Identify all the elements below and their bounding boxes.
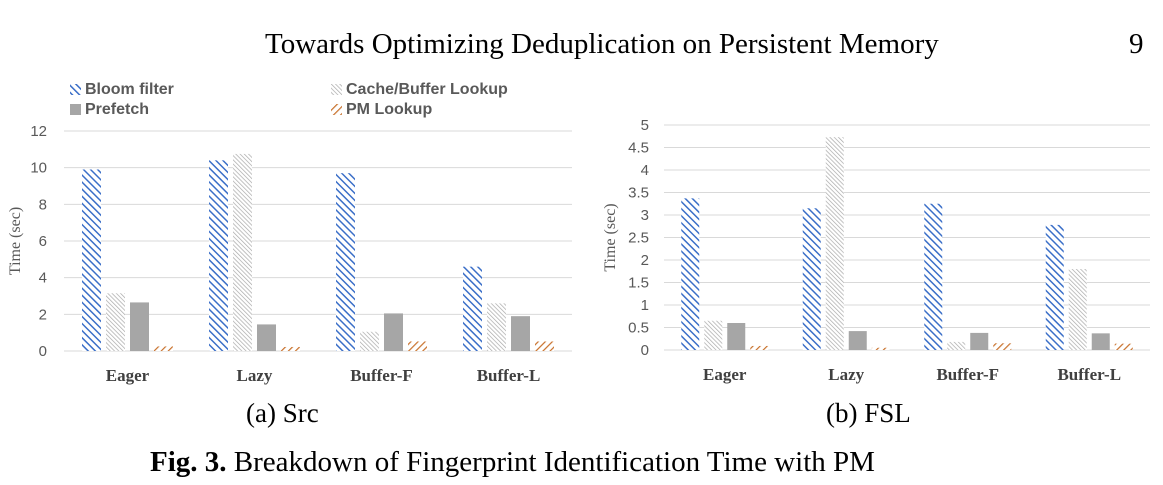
figure-caption: Fig. 3. Breakdown of Fingerprint Identif… (150, 446, 875, 479)
y-tick-label: 5 (641, 117, 649, 134)
bar-bloom-eager (681, 198, 700, 350)
bar-prefetch-buffer-f (970, 332, 989, 350)
y-axis-label: Time (sec) (7, 207, 24, 275)
y-tick-label: 0.5 (628, 320, 649, 337)
legend-label-cache: Cache/Buffer Lookup (346, 81, 508, 98)
y-tick-label: 4.5 (628, 140, 649, 157)
y-tick-label: 1 (641, 297, 649, 314)
bar-pm-eager (750, 345, 769, 350)
y-axis-label: Time (sec) (602, 203, 619, 271)
bar-cache-lazy (825, 137, 844, 350)
x-tick-label: Eager (106, 366, 150, 385)
legend-swatch-pm (331, 104, 342, 115)
bar-cache-buffer-l (1068, 269, 1087, 350)
y-tick-label: 1.5 (628, 275, 649, 292)
bar-pm-eager (154, 346, 173, 351)
bar-prefetch-buffer-l (511, 316, 530, 351)
legend-swatch-bloom (70, 84, 81, 95)
y-tick-label: 2.5 (628, 230, 649, 247)
y-tick-label: 0 (641, 342, 649, 359)
running-title: Towards Optimizing Deduplication on Pers… (265, 28, 939, 60)
bar-cache-buffer-l (487, 303, 506, 351)
bar-bloom-eager (82, 169, 101, 351)
x-tick-label: Buffer-L (477, 366, 541, 385)
bar-bloom-buffer-f (924, 203, 943, 350)
y-tick-label: 4 (39, 270, 47, 287)
bar-pm-buffer-f (408, 341, 427, 351)
bar-prefetch-buffer-f (384, 313, 403, 351)
figure-charts: Bloom filter Cache/Buffer Lookup Prefetch P… (7, 81, 1150, 385)
bar-cache-buffer-f (360, 331, 379, 351)
subcaption-src: (a) Src (246, 398, 319, 428)
bar-bloom-buffer-l (1045, 224, 1064, 350)
y-tick-label: 2 (39, 306, 47, 323)
bar-cache-lazy (233, 153, 252, 351)
chart-legend: Bloom filter Cache/Buffer Lookup Prefetch P… (70, 81, 508, 118)
bar-pm-buffer-l (535, 341, 554, 351)
y-tick-label: 3 (641, 207, 649, 224)
y-tick-label: 10 (30, 160, 47, 177)
y-tick-label: 8 (39, 196, 47, 213)
bar-cache-eager (106, 293, 125, 351)
x-tick-label: Buffer-F (936, 365, 999, 384)
bar-prefetch-eager (727, 323, 746, 350)
y-tick-label: 3.5 (628, 185, 649, 202)
subcaption-fsl: (b) FSL (826, 398, 911, 428)
page-header: Towards Optimizing Deduplication on Pers… (0, 28, 1163, 68)
page-number: 9 (1129, 28, 1144, 60)
y-tick-label: 4 (641, 162, 649, 179)
legend-label-prefetch: Prefetch (85, 101, 149, 118)
bar-pm-buffer-f (993, 343, 1012, 350)
legend-label-pm: PM Lookup (346, 101, 432, 118)
x-tick-label: Eager (703, 365, 747, 384)
x-tick-label: Lazy (237, 366, 273, 385)
bar-prefetch-eager (130, 302, 149, 351)
bar-bloom-buffer-f (336, 173, 355, 351)
bar-cache-eager (704, 320, 723, 350)
legend-swatch-cache (331, 84, 342, 95)
chart-fsl: 0 0.5 1 1.5 2 2.5 3 3.5 4 4.5 5 Time (sec) Eager Lazy… (602, 117, 1150, 384)
legend-label-bloom: Bloom filter (85, 81, 174, 98)
bar-pm-buffer-l (1114, 343, 1133, 350)
bar-prefetch-buffer-l (1091, 333, 1110, 350)
bar-bloom-lazy (802, 208, 821, 350)
x-tick-label: Lazy (828, 365, 864, 384)
bar-bloom-buffer-l (463, 266, 482, 351)
x-tick-label: Buffer-F (350, 366, 413, 385)
legend-swatch-prefetch (70, 104, 81, 115)
bar-prefetch-lazy (848, 331, 867, 350)
bar-pm-lazy (281, 346, 300, 351)
y-tick-label: 6 (39, 233, 47, 250)
y-tick-label: 0 (39, 343, 47, 360)
bar-cache-buffer-f (947, 341, 966, 350)
bar-pm-lazy (871, 347, 890, 350)
y-tick-label: 12 (30, 123, 47, 140)
bar-prefetch-lazy (257, 324, 276, 351)
figure: Bloom filter Cache/Buffer Lookup Prefetch P… (0, 80, 1163, 485)
figure-caption-label: Fig. 3. (150, 446, 227, 478)
bar-bloom-lazy (209, 160, 228, 351)
figure-caption-text: Breakdown of Fingerprint Identification … (226, 446, 875, 478)
chart-src: 0 2 4 6 8 10 12 Time (sec) Eager Lazy Buffer-F Buff… (7, 123, 572, 385)
x-tick-label: Buffer-L (1057, 365, 1121, 384)
y-tick-label: 2 (641, 252, 649, 269)
